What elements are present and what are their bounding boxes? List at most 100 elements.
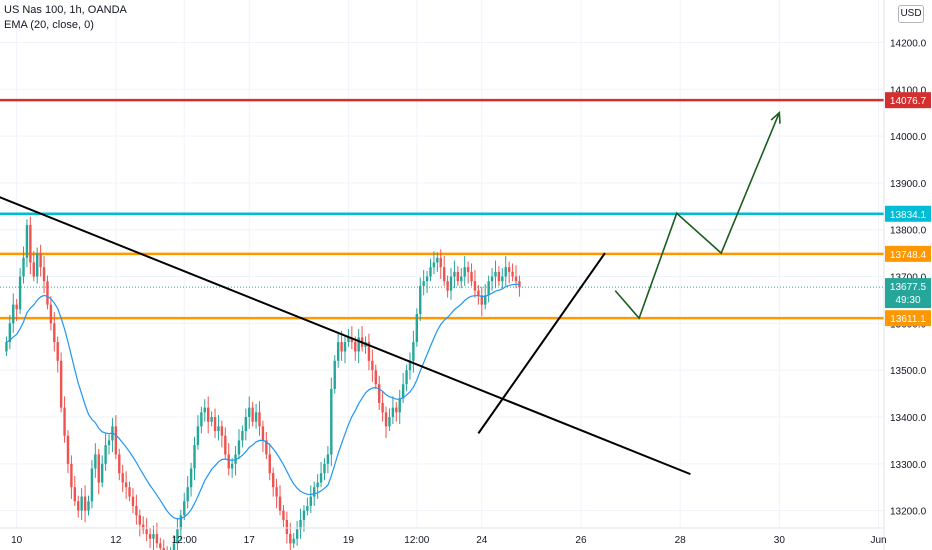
candle-body xyxy=(432,262,436,268)
price-axis-bg xyxy=(884,0,932,550)
candle-body xyxy=(162,548,165,550)
candle-body xyxy=(347,337,350,343)
candle-body xyxy=(107,440,111,446)
candle-body xyxy=(261,426,265,441)
trendline xyxy=(0,196,691,476)
indicator-title: EMA (20, close, 0) xyxy=(4,19,94,31)
candle-body xyxy=(473,281,477,291)
time-tick-label: 30 xyxy=(774,535,786,546)
candle-body xyxy=(66,435,70,464)
candle-body xyxy=(456,271,460,282)
candle-body xyxy=(501,276,504,282)
candle-body xyxy=(463,267,466,277)
countdown-label: 49:30 xyxy=(895,295,920,306)
candle-body xyxy=(5,342,8,352)
candle-body xyxy=(148,534,152,539)
candle-body xyxy=(124,482,128,488)
time-tick-label: 17 xyxy=(244,535,256,546)
candle-body xyxy=(210,417,213,422)
candle-body xyxy=(299,520,302,530)
candle-body xyxy=(381,402,384,413)
price-tick-label: 13700.0 xyxy=(890,273,927,284)
candle-body xyxy=(53,323,56,343)
candle-body xyxy=(289,534,292,544)
candle-body xyxy=(248,407,251,417)
candle-body xyxy=(271,473,275,488)
candle-body xyxy=(237,440,241,455)
candle-body xyxy=(449,276,453,291)
candle-body xyxy=(94,454,97,469)
level-price-label: 13834.1 xyxy=(890,210,927,221)
candle-body xyxy=(408,360,412,371)
candle-body xyxy=(484,295,487,305)
candle-body xyxy=(477,290,480,296)
candle-body xyxy=(12,304,15,324)
candle-body xyxy=(367,342,371,361)
candlesticks xyxy=(5,216,521,550)
candle-body xyxy=(87,501,90,511)
candle-body xyxy=(152,534,155,539)
candle-body xyxy=(480,295,483,305)
candle-body xyxy=(207,407,210,422)
candle-body xyxy=(292,538,295,544)
candle-body xyxy=(56,342,59,361)
candle-body xyxy=(193,445,196,469)
candle-body xyxy=(466,267,470,272)
level-price-label: 13748.4 xyxy=(890,250,927,261)
currency-badge[interactable]: USD xyxy=(898,5,924,23)
candle-body xyxy=(278,496,282,511)
candle-body xyxy=(18,276,22,310)
candle-body xyxy=(494,271,497,277)
candle-body xyxy=(268,454,271,474)
projection-path xyxy=(614,110,781,320)
candle-body xyxy=(323,463,326,474)
candle-body xyxy=(378,384,381,403)
level-price-label: 14076.7 xyxy=(890,96,927,107)
candle-body xyxy=(460,276,463,282)
candle-body xyxy=(203,407,206,413)
candle-body xyxy=(425,276,429,282)
candle-body xyxy=(388,417,391,427)
level-price-tag xyxy=(885,310,931,327)
candle-body xyxy=(63,407,66,436)
candle-body xyxy=(439,257,442,268)
candle-body xyxy=(172,543,176,550)
candle-body xyxy=(36,253,39,277)
candle-body xyxy=(374,370,377,385)
candle-body xyxy=(401,384,405,399)
candle-body xyxy=(422,281,425,286)
projection-line xyxy=(614,112,781,320)
candle-body xyxy=(142,524,145,530)
candle-body xyxy=(275,487,278,497)
candle-body xyxy=(227,454,230,469)
price-tick-label: 13500.0 xyxy=(890,366,927,377)
candle-body xyxy=(336,342,340,361)
time-tick-label: Jun xyxy=(870,535,886,546)
candle-body xyxy=(220,426,224,436)
candle-body xyxy=(391,407,395,417)
candle-body xyxy=(200,412,203,427)
candle-body xyxy=(176,529,179,544)
candle-body xyxy=(354,342,357,352)
candle-body xyxy=(316,482,319,488)
projection-arrowhead xyxy=(770,110,781,124)
time-tick-label: 24 xyxy=(476,535,488,546)
time-tick-label: 19 xyxy=(343,535,355,546)
time-axis: 10 12 12:00 17 19 12:00 24 26 28 30 Jun xyxy=(0,527,887,546)
candle-body xyxy=(49,304,53,324)
candle-body xyxy=(436,257,439,263)
price-tick-label: 13400.0 xyxy=(890,413,927,424)
candle-body xyxy=(80,496,83,511)
candle-body xyxy=(357,337,360,352)
price-tick-label: 14000.0 xyxy=(890,132,927,143)
candle-body xyxy=(244,417,248,432)
candle-body xyxy=(384,412,388,427)
candle-body xyxy=(340,342,343,352)
candle-body xyxy=(514,276,518,282)
candle-body xyxy=(442,267,446,282)
current-price-tag xyxy=(885,278,931,309)
candle-body xyxy=(330,388,333,455)
level-price-tag xyxy=(885,92,931,109)
candle-body xyxy=(504,267,507,277)
